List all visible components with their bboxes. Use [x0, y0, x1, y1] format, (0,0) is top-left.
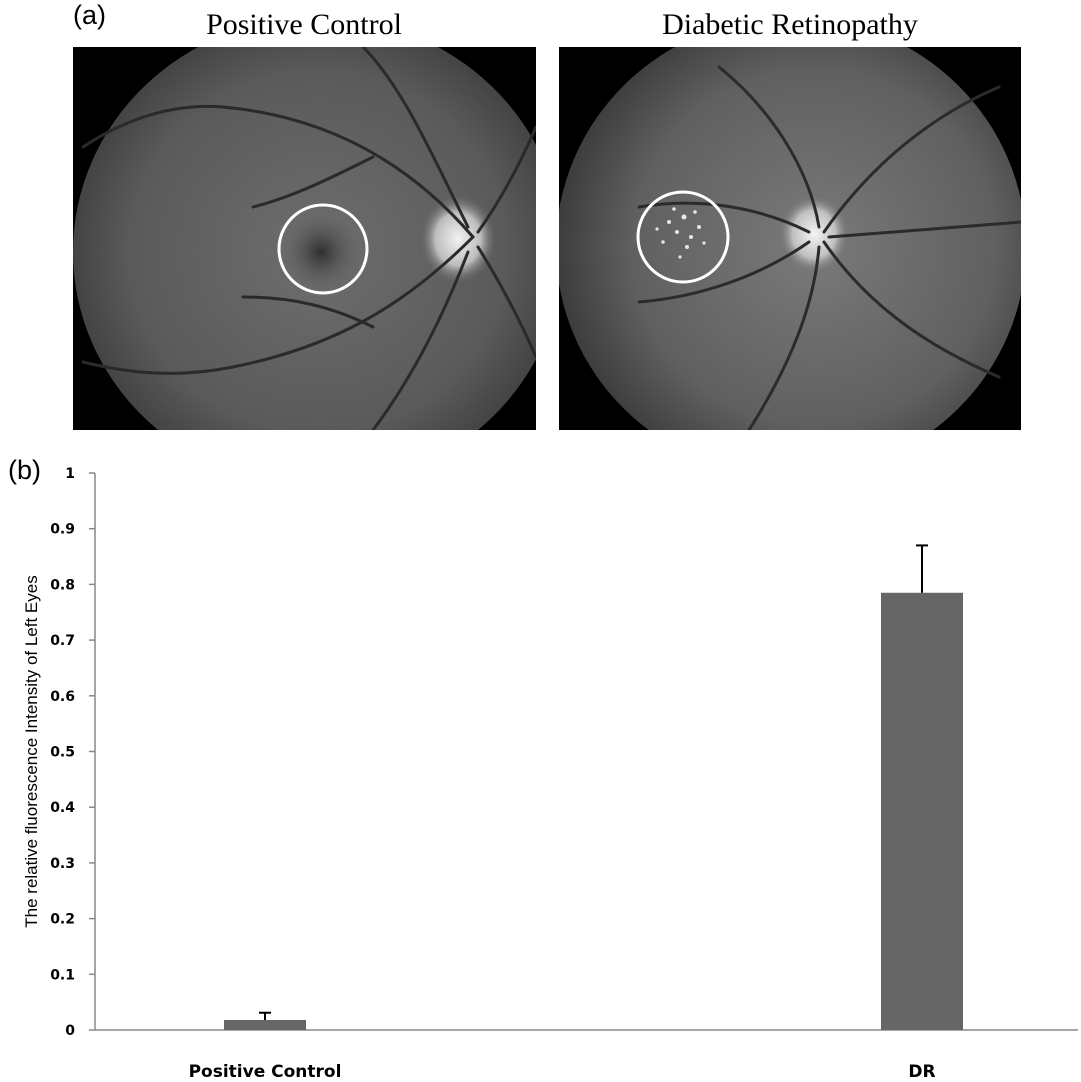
y-tick-label: 0.6 [50, 689, 75, 705]
y-tick-label: 0 [65, 1023, 75, 1039]
panel-b-label: (b) [8, 455, 41, 485]
positive-control-image-title: Positive Control [206, 8, 402, 41]
bar-chart: The relative fluorescence Intensity of L… [22, 466, 1078, 1082]
y-tick-label: 1 [65, 466, 75, 482]
y-tick-label: 0.8 [50, 577, 75, 593]
y-tick-label: 0.1 [50, 967, 75, 983]
bar-positive-control [224, 1019, 306, 1030]
y-tick-label: 0.9 [50, 522, 75, 538]
diabetic-retinopathy-fundus-image [559, 47, 1021, 430]
y-tick-label: 0.2 [50, 912, 75, 928]
diabetic-retinopathy-image-title: Diabetic Retinopathy [662, 8, 918, 41]
y-tick-label: 0.4 [50, 800, 75, 816]
bar-dr [881, 592, 963, 1030]
y-tick-label: 0.7 [50, 633, 75, 649]
y-axis-label: The relative fluorescence Intensity of L… [22, 575, 41, 927]
y-tick-label: 0.5 [50, 745, 75, 761]
positive-control-fundus-image [73, 47, 536, 430]
panel-a-label: (a) [73, 0, 106, 30]
y-tick-label: 0.3 [50, 856, 75, 872]
x-category-label: DR [908, 1062, 935, 1082]
x-category-label: Positive Control [189, 1062, 342, 1082]
